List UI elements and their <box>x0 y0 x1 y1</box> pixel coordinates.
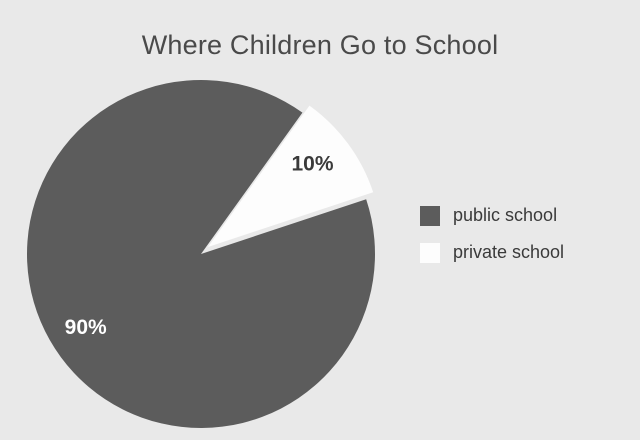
legend-label-public-school: public school <box>453 205 558 225</box>
legend-item-private-school: private school <box>420 240 564 265</box>
pie-slice-public-school <box>27 79 375 428</box>
legend-label-private-school: private school <box>453 242 565 262</box>
legend-swatch-public-school <box>420 205 440 226</box>
legend-item-public-school: public school <box>420 203 564 228</box>
legend: public school private school <box>420 203 564 277</box>
pie-slice-private-school <box>208 105 374 248</box>
legend-swatch-private-school <box>420 242 440 263</box>
chart-title: Where Children Go to School <box>141 30 499 60</box>
slice-label-private-school: 10% <box>292 153 334 176</box>
slice-label-public-school: 90% <box>65 316 107 339</box>
